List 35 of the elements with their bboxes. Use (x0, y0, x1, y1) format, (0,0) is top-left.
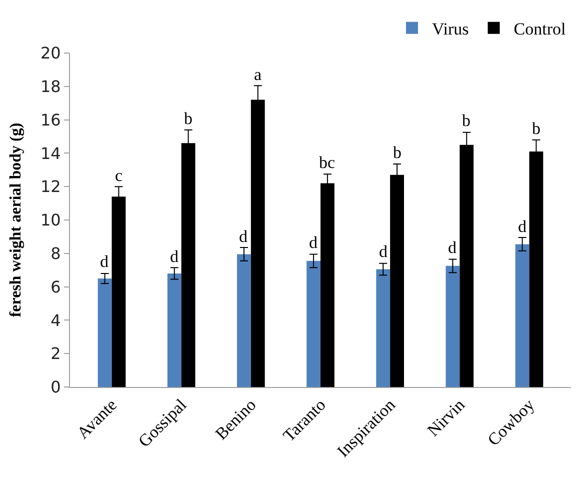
bar (446, 266, 460, 387)
data-label: d (309, 233, 318, 252)
bar (515, 244, 530, 387)
data-label: b (184, 109, 192, 128)
data-label: d (448, 238, 457, 257)
bar (98, 278, 112, 387)
data-label: d (170, 247, 179, 266)
data-label: b (462, 111, 470, 130)
y-tick-label: 4 (50, 310, 61, 330)
y-tick-label: 20 (40, 44, 61, 63)
y-tick-label: 16 (40, 110, 61, 130)
data-label: d (100, 252, 109, 271)
y-tick-label: 6 (50, 277, 61, 296)
data-label: bc (319, 153, 336, 172)
bar (237, 254, 251, 387)
legend-label: Virus (432, 20, 469, 38)
data-label: b (532, 119, 540, 138)
data-label: b (393, 143, 402, 162)
y-tick-label: 2 (50, 344, 61, 364)
bar (306, 260, 320, 387)
data-label: c (115, 166, 123, 185)
y-tick-label: 10 (40, 210, 61, 230)
y-tick-label: 8 (50, 244, 61, 263)
y-tick-label: 18 (40, 77, 61, 96)
bar (376, 269, 390, 387)
y-axis-title: feresh weight aerial body (g) (7, 122, 24, 318)
y-tick-label: 14 (40, 144, 61, 163)
data-label: d (518, 217, 527, 236)
y-tick-label: 12 (40, 177, 61, 196)
data-label: a (254, 65, 262, 84)
y-tick-label: 0 (50, 378, 61, 397)
bar (167, 273, 182, 387)
data-label: d (239, 227, 248, 246)
data-label: d (379, 242, 388, 261)
legend-label: Control (514, 20, 566, 38)
